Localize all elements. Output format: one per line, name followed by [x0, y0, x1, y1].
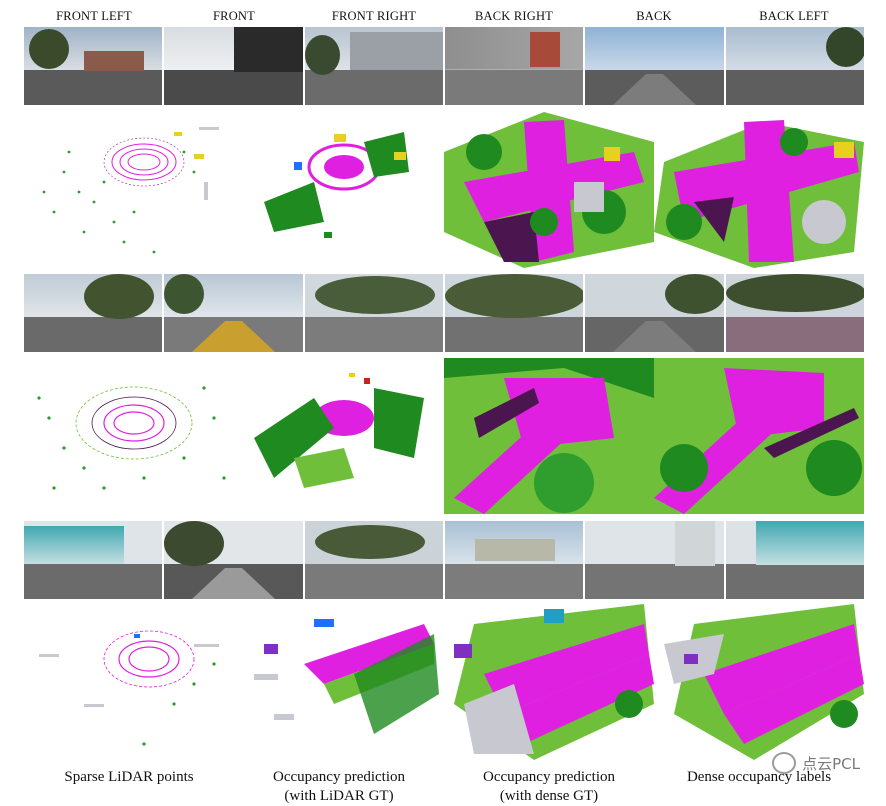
camera-image-front-3 — [164, 521, 303, 599]
camera-row-scene-3 — [24, 521, 864, 599]
caption-dense-labels: Dense occupancy labels — [654, 768, 864, 787]
occupancy-row-scene-3 — [24, 604, 864, 760]
camera-image-back-right — [444, 27, 584, 105]
prediction-dense-gt-scene-2 — [444, 358, 654, 514]
caption-line: (with LiDAR GT) — [284, 788, 394, 804]
camera-label-back: BACK — [636, 9, 672, 23]
camera-row-scene-1 — [24, 27, 864, 105]
prediction-lidar-gt-scene-3 — [234, 604, 444, 760]
prediction-dense-gt-scene-3 — [444, 604, 654, 760]
camera-image-front-2 — [164, 274, 303, 352]
prediction-dense-gt-scene-1 — [444, 112, 654, 268]
lidar-points-scene-2 — [24, 358, 234, 514]
prediction-lidar-gt-scene-1 — [234, 112, 444, 268]
watermark-text: 点云PCL — [802, 754, 860, 773]
caption-line: Occupancy prediction — [272, 769, 406, 785]
dense-labels-scene-2 — [654, 358, 864, 514]
camera-row-scene-2 — [24, 274, 864, 352]
camera-label-back-right: BACK RIGHT — [474, 9, 554, 23]
camera-image-back-2 — [585, 274, 724, 352]
caption-sparse-lidar: Sparse LiDAR points — [24, 768, 234, 787]
camera-image-front-right-2 — [304, 274, 443, 352]
camera-image-back-left-3 — [725, 521, 864, 599]
camera-image-back-left-2 — [725, 274, 864, 352]
camera-image-front-right-3 — [304, 521, 443, 599]
caption-prediction-dense-gt: Occupancy prediction (with dense GT) — [444, 768, 654, 806]
dense-labels-scene-1 — [654, 112, 864, 268]
dense-labels-scene-3 — [654, 604, 864, 760]
lidar-points-scene-3 — [24, 604, 234, 760]
camera-image-front-right — [304, 27, 443, 105]
camera-image-front — [164, 27, 303, 105]
camera-image-back-right-3 — [444, 521, 584, 599]
camera-image-back-right-2 — [444, 274, 584, 352]
occupancy-row-scene-2 — [24, 358, 864, 514]
caption-line: Occupancy prediction — [482, 769, 616, 785]
camera-label-back-left: BACK LEFT — [759, 9, 829, 23]
wechat-icon — [772, 752, 797, 774]
caption-line: (with dense GT) — [499, 788, 599, 804]
prediction-lidar-gt-scene-2 — [234, 358, 444, 514]
camera-image-back — [585, 27, 724, 105]
caption-prediction-lidar-gt: Occupancy prediction (with LiDAR GT) — [234, 768, 444, 806]
camera-image-back-left — [725, 27, 864, 105]
camera-label-front-right: FRONT RIGHT — [331, 9, 417, 23]
camera-image-back-3 — [585, 521, 724, 599]
watermark: 点云PCL — [772, 752, 860, 774]
caption-line: Dense occupancy labels — [686, 769, 832, 785]
camera-image-front-left-3 — [24, 521, 163, 599]
camera-image-front-left — [24, 27, 163, 105]
camera-label-front-left: FRONT LEFT — [56, 9, 132, 23]
caption-line: Sparse LiDAR points — [64, 769, 194, 785]
lidar-points-scene-1 — [24, 112, 234, 268]
camera-label-front: FRONT — [213, 9, 255, 23]
camera-image-front-left-2 — [24, 274, 163, 352]
occupancy-row-scene-1 — [24, 112, 864, 268]
